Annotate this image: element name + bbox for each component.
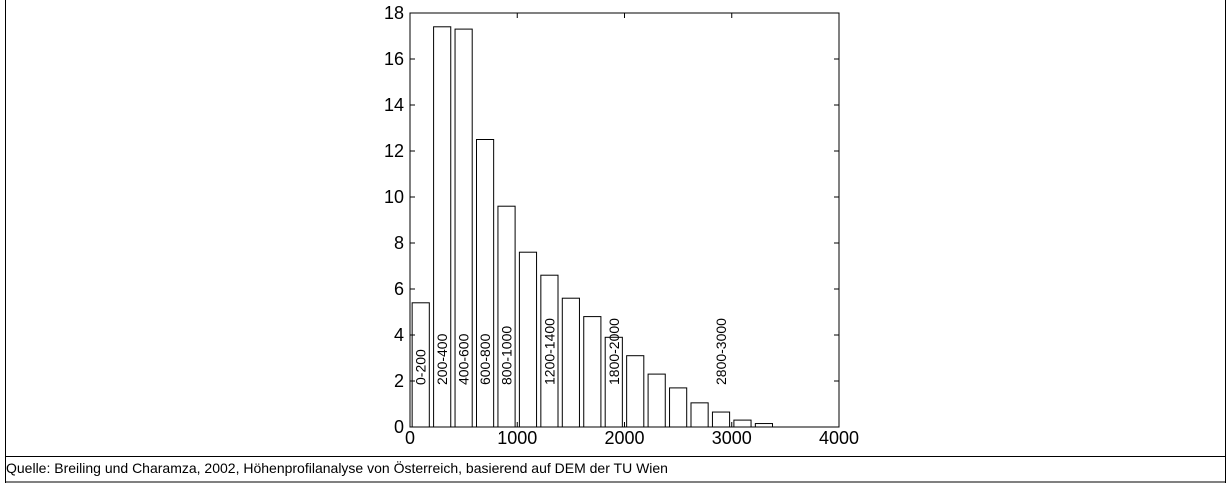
histogram-chart: 0-200 200-400 400-600 600-800 800-1000 1200-1… [384, 3, 859, 448]
bar [518, 251, 538, 428]
bar [561, 297, 580, 428]
bar-label: 0-200 [413, 349, 429, 385]
y-tick-label: 18 [384, 3, 404, 23]
y-axis: 0 2 4 6 8 10 12 14 16 18 [384, 3, 839, 437]
bar [604, 336, 623, 428]
y-tick-label: 0 [394, 417, 404, 437]
bar-label: 200-400 [434, 333, 450, 385]
y-tick-label: 14 [384, 95, 404, 115]
x-tick-label: 2000 [604, 428, 644, 448]
bar [411, 302, 430, 428]
bar [711, 411, 731, 428]
y-tick-label: 10 [384, 187, 404, 207]
bar-label: 800-1000 [499, 326, 515, 385]
bar [647, 373, 666, 428]
bar [626, 355, 645, 428]
bar [669, 387, 688, 428]
x-tick-label: 4000 [819, 428, 859, 448]
bar-labels-group: 0-200 200-400 400-600 600-800 800-1000 1200-1… [413, 318, 729, 385]
bar-label: 400-600 [456, 333, 472, 385]
bar-label: 2800-3000 [713, 318, 729, 385]
bar [754, 423, 774, 428]
bar-label: 600-800 [477, 333, 493, 385]
bar [540, 274, 559, 428]
y-tick-label: 8 [394, 233, 404, 253]
bar-label: 1800-2000 [606, 318, 622, 385]
x-tick-label: 3000 [712, 428, 752, 448]
bar [433, 26, 452, 428]
bar [690, 402, 709, 428]
bars-group [411, 26, 774, 428]
bar [583, 316, 602, 428]
bar [454, 28, 473, 428]
x-tick-label: 0 [405, 428, 415, 448]
bar [733, 419, 752, 428]
y-tick-label: 4 [394, 325, 404, 345]
bar [475, 139, 495, 428]
y-tick-label: 2 [394, 371, 404, 391]
y-tick-label: 12 [384, 141, 404, 161]
source-caption: Quelle: Breiling und Charamza, 2002, Höh… [6, 460, 668, 476]
y-tick-label: 6 [394, 279, 404, 299]
y-tick-label: 16 [384, 49, 404, 69]
bar [497, 205, 516, 428]
plot-area [409, 12, 840, 428]
x-tick-label: 1000 [497, 428, 537, 448]
x-axis: 0 1000 2000 3000 4000 [405, 13, 859, 448]
bar-label: 1200-1400 [541, 318, 557, 385]
